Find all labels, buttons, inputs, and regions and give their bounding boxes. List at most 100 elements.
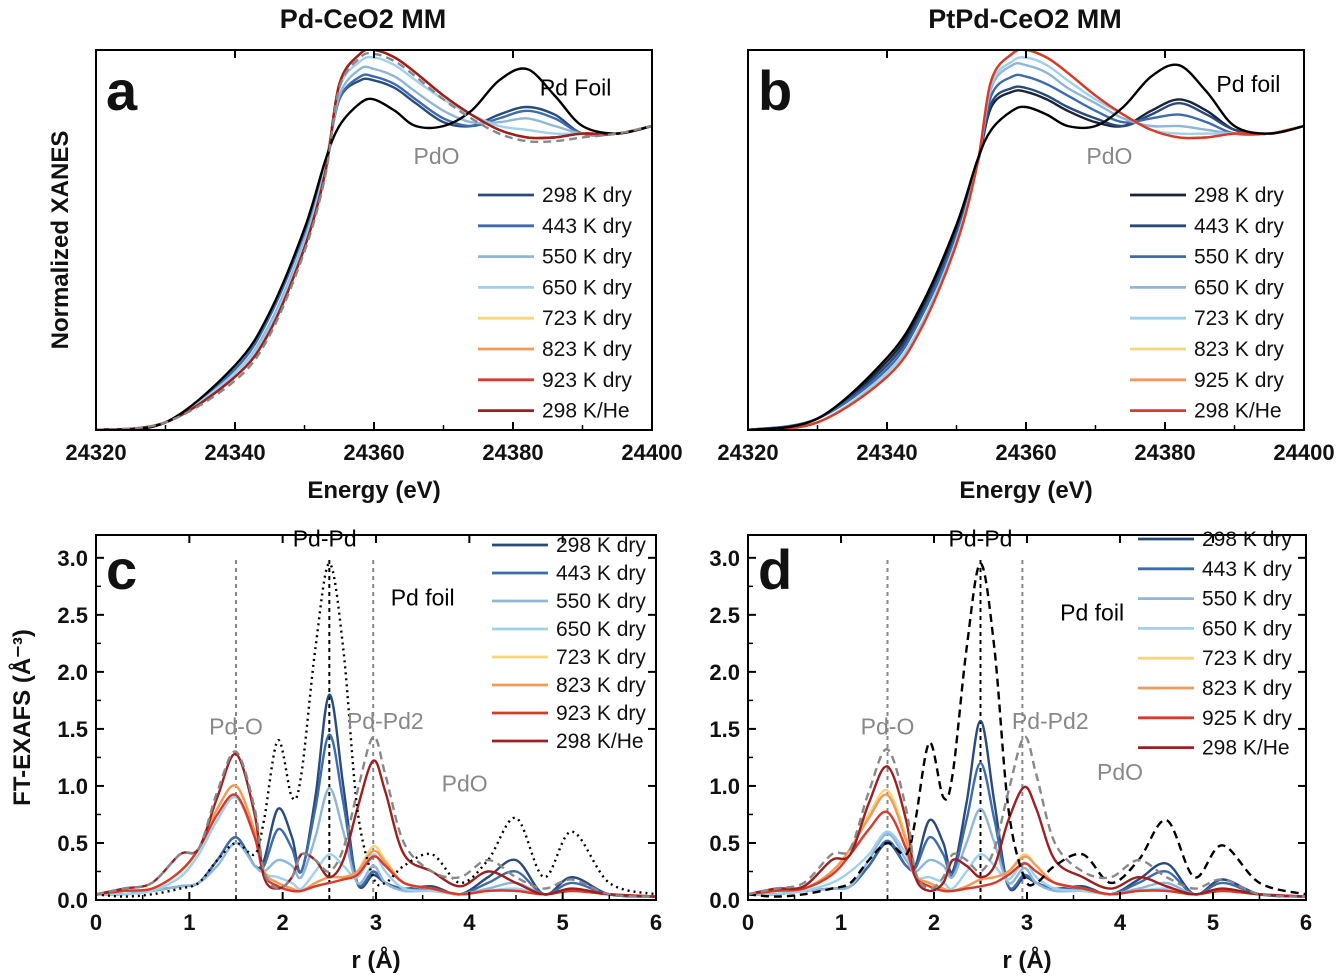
x-tick-label: 24400: [1273, 440, 1334, 465]
legend-label: 443 K dry: [542, 215, 632, 238]
x-tick-label: 24320: [65, 440, 126, 465]
legend-label: 723 K dry: [542, 307, 632, 330]
y-tick-label: 0.0: [709, 888, 740, 913]
x-tick-label: 4: [1114, 910, 1127, 935]
annotation: Pd-Pd: [293, 525, 357, 551]
panel-b: 24320 24340 24360 24380 24400 Energy (eV) b 298…: [717, 49, 1335, 504]
x-tick-label: 24400: [621, 440, 682, 465]
legend-label: 443 K dry: [1194, 215, 1284, 238]
x-axis-label: r (Å): [1002, 946, 1051, 974]
x-tick-label: 24360: [343, 440, 404, 465]
panel-label: b: [758, 59, 792, 122]
panel-a: 24320 24340 24360 24380 24400 Energy (eV) Norm…: [47, 49, 683, 504]
legend-label: 298 K/He: [1202, 737, 1290, 760]
series-line-298-k-dry: [748, 89, 1304, 430]
x-axis-label: r (Å): [351, 946, 400, 974]
x-tick-label: 2: [277, 910, 289, 935]
y-tick-label: 2.0: [57, 660, 88, 685]
series-line-443-k-dry: [748, 761, 1306, 898]
series-line-443-k-dry: [96, 73, 652, 430]
series-line-650-k-dry: [96, 55, 652, 430]
y-tick-label: 1.0: [709, 774, 740, 799]
series-line-pd-foil: [96, 67, 652, 430]
title-right: PtPd-CeO2 MM: [928, 4, 1122, 34]
x-tick-label: 0: [90, 910, 102, 935]
x-axis-label: Energy (eV): [959, 477, 1092, 504]
legend-label: 650 K dry: [556, 618, 646, 641]
legend-label: 298 K/He: [556, 730, 644, 753]
panel-c: 0 1 2 3 4 5 6 0.0 0.5 1.0 1.5 2.0 2.5 3.0 r (Å) FT-EXAF…: [8, 525, 662, 974]
legend-label: 650 K dry: [542, 276, 632, 299]
legend-label: 550 K dry: [1202, 588, 1292, 611]
annotation: Pd-Pd2: [1012, 708, 1089, 734]
x-tick-label: 24340: [856, 440, 917, 465]
legend-label: 650 K dry: [1202, 617, 1292, 640]
x-tick-label: 0: [742, 910, 754, 935]
legend-label: 550 K dry: [1194, 246, 1284, 269]
x-tick-label: 24360: [995, 440, 1056, 465]
series-line-pdo: [96, 735, 656, 898]
legend-label: 298 K/He: [1194, 400, 1282, 423]
legend-label: 443 K dry: [556, 562, 646, 585]
panel-label: d: [758, 538, 792, 601]
annotation: Pd-O: [209, 714, 263, 740]
x-tick-label: 1: [835, 910, 847, 935]
series-line-pd-foil: [748, 63, 1304, 430]
series-line-pd-foil: [748, 562, 1306, 898]
annotation: Pd-O: [861, 714, 915, 740]
x-tick-label: 2: [928, 910, 940, 935]
annotation: PdO: [414, 143, 460, 169]
panel-label: c: [106, 538, 137, 601]
series-line-443-k-dry: [748, 85, 1304, 430]
y-tick-label: 1.5: [709, 717, 740, 742]
legend-label: 650 K dry: [1194, 276, 1284, 299]
legend-label: 443 K dry: [1202, 558, 1292, 581]
y-tick-label: 2.5: [57, 603, 88, 628]
x-tick-label: 1: [183, 910, 195, 935]
legend-label: 298 K/He: [542, 400, 630, 423]
series-line-pdo: [96, 52, 652, 430]
series-line-650-k-dry: [96, 795, 656, 898]
x-tick-label: 5: [1207, 910, 1219, 935]
series-line-925-k-dry: [748, 810, 1306, 898]
x-tick-label: 6: [1300, 910, 1312, 935]
legend-label: 298 K dry: [556, 534, 646, 557]
legend-label: 723 K dry: [1202, 647, 1292, 670]
y-tick-label: 0.5: [57, 831, 88, 856]
x-axis-label: Energy (eV): [307, 477, 440, 504]
panel-d: 0 1 2 3 4 5 6 0.0 0.5 1.0 1.5 2.0 2.5 3.0 r (Å) d 298 K …: [709, 525, 1312, 974]
x-tick-label: 4: [463, 910, 476, 935]
legend-label: 723 K dry: [556, 646, 646, 669]
legend-label: 923 K dry: [542, 369, 632, 392]
legend-label: 823 K dry: [542, 338, 632, 361]
y-tick-label: 2.5: [709, 603, 740, 628]
y-tick-label: 3.0: [709, 546, 740, 571]
series-group: [748, 562, 1306, 898]
legend-label: 925 K dry: [1194, 369, 1284, 392]
legend-label: 923 K dry: [556, 702, 646, 725]
annotation: Pd-Pd: [949, 525, 1013, 551]
series-line-pdo: [748, 735, 1306, 898]
series-line-298-k-he: [96, 50, 652, 430]
x-tick-label: 24340: [204, 440, 265, 465]
annotation: PdO: [1086, 143, 1132, 169]
legend-label: 823 K dry: [1202, 677, 1292, 700]
legend-label: 298 K dry: [542, 184, 632, 207]
legend-label: 298 K dry: [1202, 528, 1292, 551]
title-left: Pd-CeO2 MM: [280, 4, 447, 34]
x-tick-label: 5: [557, 910, 569, 935]
legend-label: 925 K dry: [1202, 707, 1292, 730]
y-tick-label: 0.5: [709, 831, 740, 856]
legend-label: 823 K dry: [1194, 338, 1284, 361]
series-group: [96, 50, 652, 430]
y-tick-label: 1.5: [57, 717, 88, 742]
x-tick-label: 24320: [717, 440, 778, 465]
y-tick-label: 0.0: [57, 888, 88, 913]
series-line-298-k-he: [748, 50, 1304, 430]
x-tick-label: 24380: [482, 440, 543, 465]
y-axis-label: FT-EXAFS (Å⁻³): [8, 629, 36, 806]
legend-label: 550 K dry: [556, 590, 646, 613]
series-line-723-k-dry: [748, 56, 1304, 430]
